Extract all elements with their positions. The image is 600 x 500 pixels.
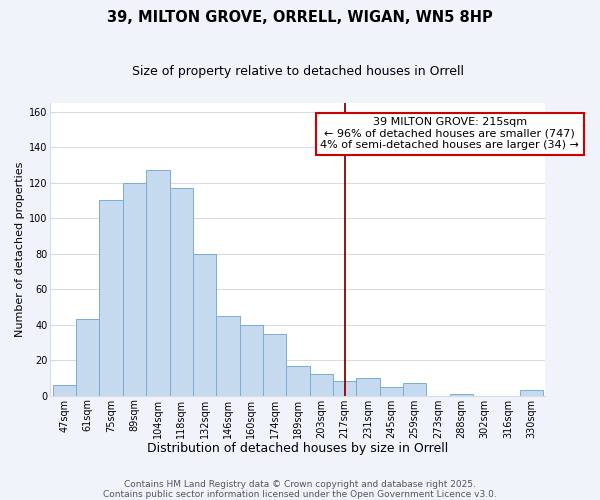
- Bar: [380, 387, 403, 396]
- Bar: [520, 390, 543, 396]
- Y-axis label: Number of detached properties: Number of detached properties: [15, 162, 25, 337]
- Bar: [239, 324, 263, 396]
- Bar: [123, 182, 146, 396]
- Bar: [193, 254, 216, 396]
- Bar: [170, 188, 193, 396]
- Bar: [216, 316, 239, 396]
- Bar: [286, 366, 310, 396]
- Bar: [403, 384, 427, 396]
- Bar: [263, 334, 286, 396]
- Text: 39, MILTON GROVE, ORRELL, WIGAN, WN5 8HP: 39, MILTON GROVE, ORRELL, WIGAN, WN5 8HP: [107, 10, 493, 25]
- Text: 39 MILTON GROVE: 215sqm
← 96% of detached houses are smaller (747)
4% of semi-de: 39 MILTON GROVE: 215sqm ← 96% of detache…: [320, 117, 579, 150]
- Title: Size of property relative to detached houses in Orrell: Size of property relative to detached ho…: [132, 65, 464, 78]
- Bar: [76, 320, 100, 396]
- Text: Contains HM Land Registry data © Crown copyright and database right 2025.
Contai: Contains HM Land Registry data © Crown c…: [103, 480, 497, 499]
- Bar: [100, 200, 123, 396]
- Bar: [333, 382, 356, 396]
- Bar: [53, 385, 76, 396]
- Bar: [356, 378, 380, 396]
- X-axis label: Distribution of detached houses by size in Orrell: Distribution of detached houses by size …: [148, 442, 449, 455]
- Bar: [146, 170, 170, 396]
- Bar: [450, 394, 473, 396]
- Bar: [310, 374, 333, 396]
